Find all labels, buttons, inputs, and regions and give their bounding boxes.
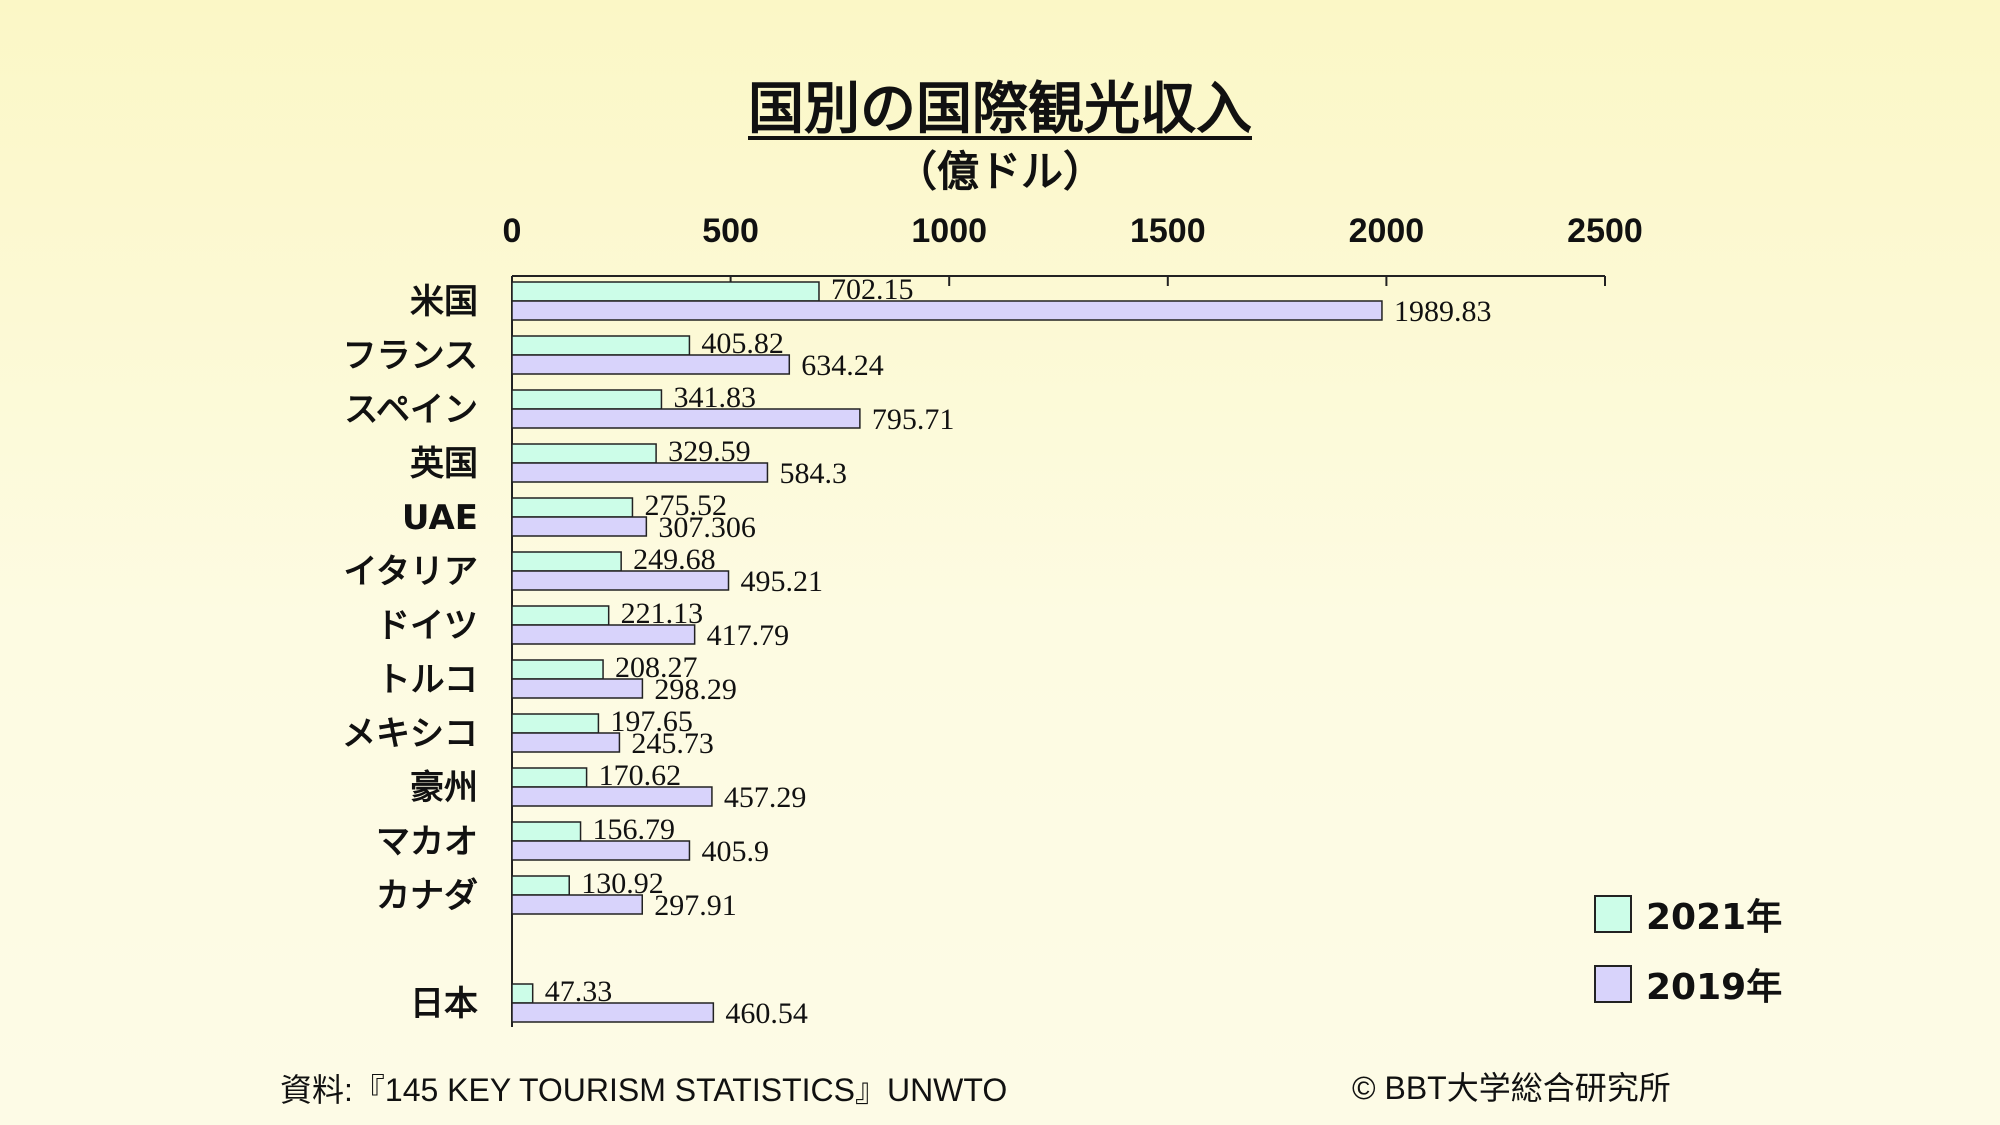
category-label: 英国 bbox=[410, 444, 478, 484]
bar-2021 bbox=[511, 767, 588, 788]
data-label: 634.24 bbox=[801, 349, 884, 382]
data-label: 298.29 bbox=[654, 673, 737, 706]
bar-2021 bbox=[511, 335, 691, 356]
x-tick-label: 1000 bbox=[911, 212, 987, 250]
bar-2021 bbox=[511, 659, 604, 680]
bar-2019 bbox=[511, 300, 1383, 321]
category-label: 豪州 bbox=[410, 768, 478, 808]
x-tick-label: 1500 bbox=[1130, 212, 1206, 250]
chart-subtitle: （億ドル） bbox=[894, 147, 1105, 196]
bar-2019 bbox=[511, 462, 769, 483]
data-label: 795.71 bbox=[872, 403, 955, 436]
x-tick-label: 500 bbox=[702, 212, 759, 250]
bar-2021 bbox=[511, 983, 534, 1004]
x-tick-label: 2000 bbox=[1349, 212, 1425, 250]
data-label: 405.9 bbox=[701, 835, 769, 868]
bar-2019 bbox=[511, 516, 648, 537]
bar-2019 bbox=[511, 408, 861, 429]
bar-2019 bbox=[511, 678, 644, 699]
legend-label-2021: 2021年 bbox=[1646, 897, 1783, 938]
category-label: トルコ bbox=[377, 660, 478, 700]
bar-2019 bbox=[511, 1002, 715, 1023]
data-label: 275.52 bbox=[644, 489, 727, 522]
bar-2019 bbox=[511, 732, 621, 753]
bar-2019 bbox=[511, 354, 791, 375]
data-label: 245.73 bbox=[631, 727, 714, 760]
copyright-note: © BBT大学総合研究所 bbox=[1352, 1070, 1671, 1106]
bar-2019 bbox=[511, 570, 730, 591]
bar-2019 bbox=[511, 840, 691, 861]
bar-2021 bbox=[511, 497, 634, 518]
x-tick-label: 0 bbox=[503, 212, 522, 250]
category-label: UAE bbox=[402, 498, 478, 538]
category-label: メキシコ bbox=[342, 714, 478, 754]
data-label: 417.79 bbox=[707, 619, 790, 652]
data-label: 1989.83 bbox=[1394, 295, 1492, 328]
bar-2021 bbox=[511, 281, 820, 302]
category-label: マカオ bbox=[376, 822, 478, 862]
legend-swatch-2019 bbox=[1594, 965, 1632, 1003]
data-label: 495.21 bbox=[741, 565, 824, 598]
data-label: 460.54 bbox=[725, 997, 808, 1030]
chart-title: 国別の国際観光収入 bbox=[748, 77, 1252, 142]
data-label: 457.29 bbox=[724, 781, 807, 814]
legend-swatch-2021 bbox=[1594, 895, 1632, 933]
legend-label-2019: 2019年 bbox=[1646, 967, 1783, 1008]
category-label: 米国 bbox=[410, 282, 478, 322]
category-label: 日本 bbox=[410, 984, 478, 1024]
bar-2019 bbox=[511, 786, 713, 807]
category-label: フランス bbox=[343, 336, 478, 376]
category-label: カナダ bbox=[376, 876, 478, 916]
bar-2019 bbox=[511, 624, 696, 645]
legend-item-2021: 2021年 bbox=[1594, 888, 1782, 940]
x-tick-label: 2500 bbox=[1567, 212, 1643, 250]
legend-item-2019: 2019年 bbox=[1594, 958, 1782, 1010]
category-label: スペイン bbox=[344, 390, 478, 430]
data-label: 197.65 bbox=[610, 705, 693, 738]
source-note: 資料:『145 KEY TOURISM STATISTICS』UNWTO bbox=[280, 1072, 1008, 1108]
bar-2021 bbox=[511, 605, 610, 626]
bar-2021 bbox=[511, 713, 600, 734]
category-label: イタリア bbox=[343, 552, 478, 592]
bar-2019 bbox=[511, 894, 643, 915]
bar-2021 bbox=[511, 443, 657, 464]
data-label: 584.3 bbox=[779, 457, 847, 490]
data-label: 297.91 bbox=[654, 889, 737, 922]
bar-2021 bbox=[511, 551, 622, 572]
category-label: ドイツ bbox=[376, 606, 478, 646]
bar-2021 bbox=[511, 821, 582, 842]
bar-2021 bbox=[511, 389, 663, 410]
data-label: 307.306 bbox=[658, 511, 756, 544]
bar-2021 bbox=[511, 875, 570, 896]
